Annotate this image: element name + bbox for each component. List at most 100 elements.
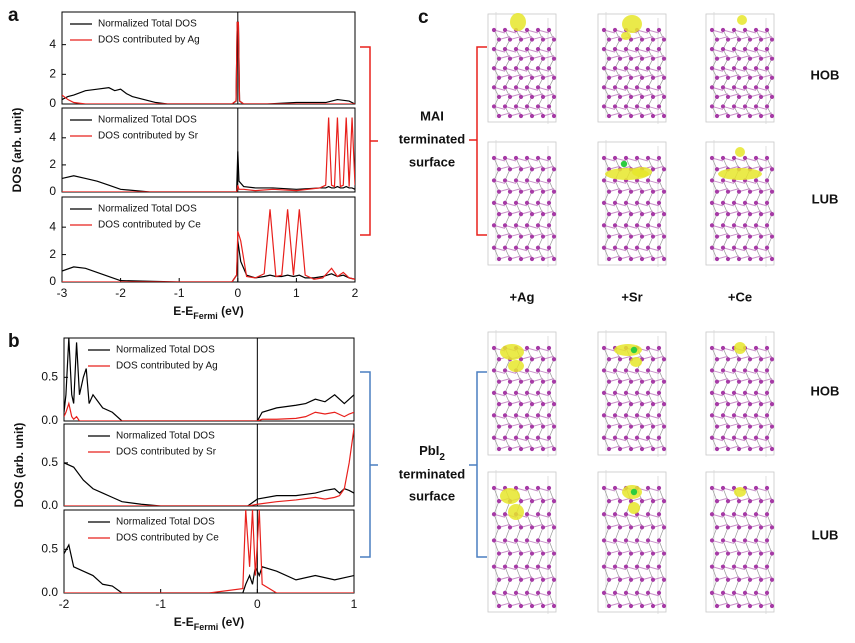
atom (709, 27, 715, 33)
atom (725, 256, 731, 262)
bracket-a (360, 46, 378, 236)
atom (535, 200, 541, 205)
atom (518, 577, 524, 582)
atom (731, 47, 737, 52)
bond (755, 514, 762, 528)
atom (612, 564, 618, 569)
atom (720, 512, 726, 517)
bond (493, 527, 500, 541)
bond (711, 540, 718, 554)
bond (658, 514, 665, 528)
charge-density (510, 13, 526, 31)
atom (725, 525, 731, 530)
atom (742, 66, 748, 71)
atom (491, 435, 497, 440)
group-title: MAI (420, 108, 444, 123)
atom (546, 413, 552, 418)
cell-outline (597, 13, 667, 123)
bracket-b (360, 371, 378, 558)
atom (742, 47, 748, 52)
atom (639, 56, 645, 61)
atom (551, 577, 557, 582)
bond (515, 553, 522, 567)
atom (601, 564, 607, 569)
atom (502, 435, 508, 440)
atom (661, 402, 667, 407)
atom (546, 512, 552, 517)
legend-label: Normalized Total DOS (98, 204, 197, 215)
atom (606, 94, 612, 99)
atom (634, 390, 640, 395)
panel-label: c (418, 7, 429, 28)
atom (601, 435, 607, 440)
atom (535, 223, 541, 228)
atom (714, 234, 720, 239)
atom (645, 27, 651, 33)
x-tick-label: -3 (57, 286, 68, 300)
atom (720, 564, 726, 569)
atom (634, 413, 640, 418)
atom (650, 75, 656, 80)
atom (617, 379, 623, 384)
bond (548, 487, 555, 502)
atom (634, 66, 640, 71)
atom (731, 564, 737, 569)
atom (529, 256, 535, 262)
cell-outline (487, 141, 557, 266)
atom (513, 413, 519, 418)
atom (502, 66, 508, 71)
atom (617, 212, 623, 217)
atom (634, 538, 640, 543)
bond (614, 592, 621, 607)
bond (493, 540, 500, 554)
y-tick-label: 0.0 (41, 498, 58, 512)
atom (628, 75, 634, 80)
atom (551, 446, 557, 452)
atom (747, 379, 753, 384)
atom (634, 200, 640, 205)
bond (711, 579, 718, 594)
atom (656, 485, 662, 491)
bond (755, 553, 762, 567)
bond (504, 592, 511, 607)
atom (491, 564, 497, 569)
atom (731, 590, 737, 595)
bond (722, 592, 729, 607)
bond (548, 592, 555, 607)
bond (722, 553, 729, 567)
atom (518, 256, 524, 262)
atom (496, 256, 502, 262)
atom (725, 577, 731, 582)
atom (720, 413, 726, 418)
atom (656, 590, 662, 595)
atom (769, 234, 775, 239)
bond (711, 527, 718, 541)
atom (650, 212, 656, 217)
atom (601, 538, 607, 543)
bond (526, 540, 533, 554)
atom (524, 435, 530, 440)
atom (535, 435, 541, 440)
atom (769, 212, 775, 217)
atom (612, 485, 618, 491)
atom (720, 200, 726, 205)
atom (661, 56, 667, 61)
bond (766, 579, 773, 594)
atom (645, 413, 651, 418)
atom (524, 512, 530, 517)
atom (731, 512, 737, 517)
atom (747, 424, 753, 429)
atom (645, 390, 651, 395)
atom (540, 256, 546, 262)
atom (645, 200, 651, 205)
atom (656, 538, 662, 543)
panel-label: a (8, 5, 19, 26)
atom (502, 538, 508, 543)
atom (720, 590, 726, 595)
atom (617, 551, 623, 556)
atom (612, 200, 618, 205)
atom (731, 200, 737, 205)
atom (606, 37, 612, 42)
atom (623, 368, 629, 373)
bond (733, 514, 740, 528)
